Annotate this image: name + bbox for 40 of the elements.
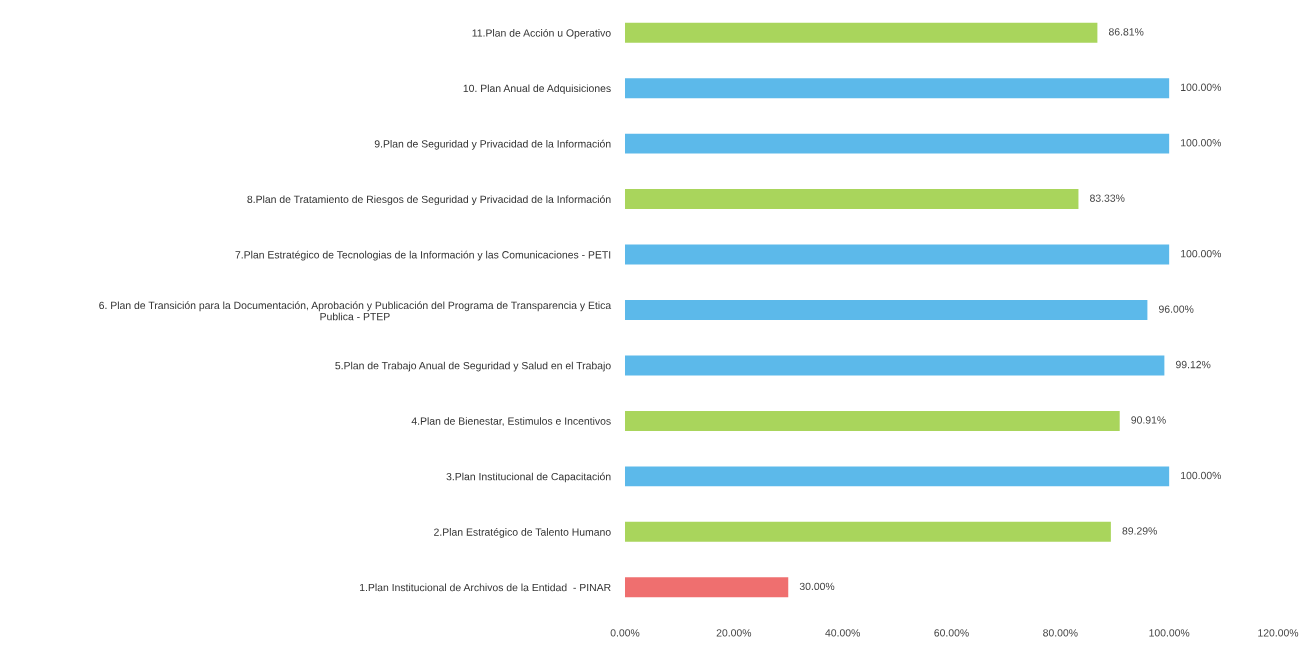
data-label: 100.00% (1181, 249, 1222, 258)
y-tick-label: 3.Plan Institucional de Capacitación (446, 472, 611, 483)
bar (625, 133, 1170, 154)
bar (625, 355, 1165, 376)
y-tick-label: 10. Plan Anual de Adquisiciones (463, 84, 611, 95)
data-label: 83.33% (1090, 194, 1125, 202)
y-tick-label: 1.Plan Institucional de Archivos de la Entidad - PINAR (360, 583, 611, 592)
data-label: 100.00% (1181, 471, 1222, 480)
y-tick-label: 4.Plan de Bienestar, Estimulos e Incentivos (411, 417, 611, 427)
data-label: 89.29% (1122, 527, 1157, 535)
y-tick-label: 5.Plan de Trabajo Anual de Seguridad y Salud en el Trabajo (335, 361, 611, 372)
bar (625, 577, 789, 598)
x-tick-label: 20.00% (716, 629, 752, 637)
x-tick-label: 80.00% (1043, 629, 1078, 637)
bar (625, 466, 1170, 487)
bar (625, 410, 1120, 431)
data-label: 86.81% (1108, 28, 1144, 36)
data-label: 90.91% (1131, 416, 1166, 424)
y-tick-label: 9.Plan de Seguridad y Privacidad de la Información (374, 139, 611, 150)
bar (625, 521, 1111, 542)
bar (625, 22, 1098, 43)
x-tick-label: 40.00% (825, 629, 860, 637)
data-label: 99.12% (1175, 360, 1211, 369)
y-tick-label: 11.Plan de Acción u Operativo (472, 28, 611, 39)
bar (625, 244, 1170, 265)
data-label: 100.00% (1181, 83, 1222, 91)
y-tick-label: 7.Plan Estratégico de Tecnologias de la Información y las Comunicaciones - PETI (235, 250, 611, 261)
data-label: 96.00% (1159, 305, 1194, 313)
bar (625, 189, 1079, 210)
data-label: 30.00% (799, 582, 835, 591)
bar (625, 300, 1148, 320)
data-label: 100.00% (1181, 139, 1222, 147)
y-tick-label: 6. Plan de Transición para la Documentación, Aprobación y Publicación del Programa de Transparencia y Etica Publica - PTEP (99, 301, 612, 321)
x-tick-label: 0.00% (610, 629, 640, 637)
y-tick-label: 2.Plan Estratégico de Talento Humano (434, 527, 611, 538)
x-tick-label: 60.00% (934, 629, 969, 637)
x-tick-label: 120.00% (1258, 629, 1299, 637)
x-tick-label: 100.00% (1149, 629, 1190, 637)
bar (625, 78, 1170, 99)
y-tick-label: 8.Plan de Tratamiento de Riesgos de Seguridad y Privacidad de la Información (247, 195, 611, 206)
